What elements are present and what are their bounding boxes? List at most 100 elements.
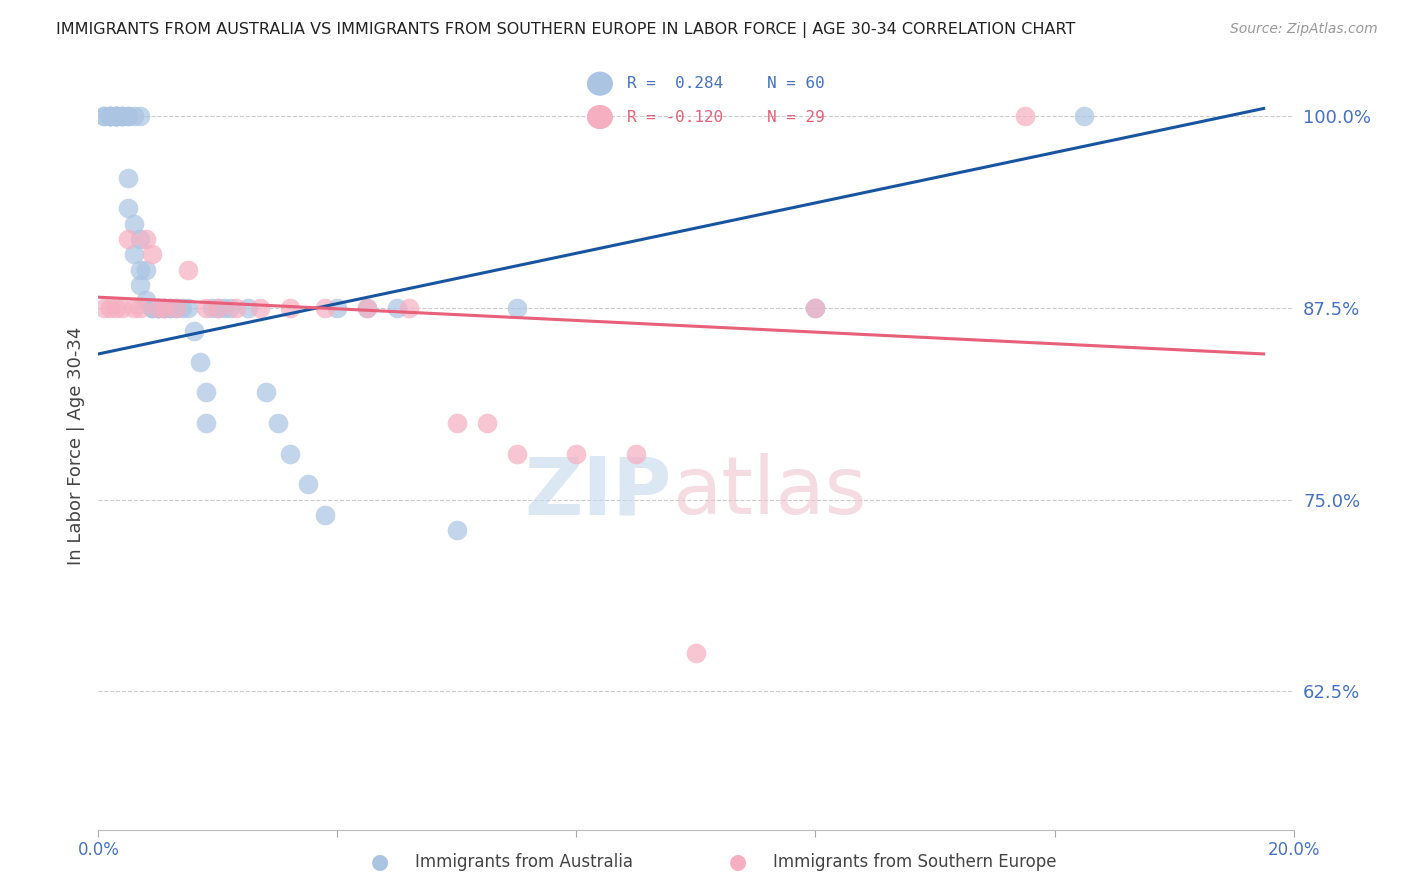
Point [315,508,337,522]
Point [236,301,259,315]
Point [195,385,218,400]
Text: Immigrants from Southern Europe: Immigrants from Southern Europe [773,853,1057,871]
Point [1073,109,1095,123]
Point [225,301,247,315]
Point [475,416,498,430]
Point [153,301,176,315]
Point [153,301,176,315]
Point [159,301,181,315]
Point [98,109,122,123]
Point [93,109,115,123]
Point [267,416,290,430]
Point [117,232,139,246]
Point [148,301,170,315]
Point [249,301,271,315]
Point [804,301,827,315]
Point [124,247,146,261]
Point [129,301,152,315]
Point [183,324,205,338]
Point [141,301,163,315]
Point [124,109,146,123]
Point [105,109,128,123]
Point [177,301,200,315]
Point [111,109,134,123]
Point [201,301,224,315]
Point [105,109,128,123]
Point [315,301,337,315]
Text: IMMIGRANTS FROM AUSTRALIA VS IMMIGRANTS FROM SOUTHERN EUROPE IN LABOR FORCE | AG: IMMIGRANTS FROM AUSTRALIA VS IMMIGRANTS … [56,22,1076,38]
Point [124,217,146,231]
Y-axis label: In Labor Force | Age 30-34: In Labor Force | Age 30-34 [66,326,84,566]
Text: ●: ● [371,852,388,871]
Point [93,109,115,123]
Point [188,354,211,368]
Text: N = 60: N = 60 [768,76,825,91]
Point [148,301,170,315]
Point [278,447,301,461]
Point [135,293,157,308]
Point [98,109,122,123]
Text: Source: ZipAtlas.com: Source: ZipAtlas.com [1230,22,1378,37]
Point [506,447,529,461]
Text: ●: ● [730,852,747,871]
Point [129,232,152,246]
Point [172,301,194,315]
Text: R =  0.284: R = 0.284 [627,76,724,91]
Point [105,109,128,123]
Point [1014,109,1036,123]
Point [356,301,378,315]
Point [105,109,128,123]
Point [195,416,218,430]
Text: R = -0.120: R = -0.120 [627,110,724,125]
Point [159,301,181,315]
Point [153,301,176,315]
Point [207,301,229,315]
Text: atlas: atlas [672,453,866,531]
Ellipse shape [588,105,612,128]
Text: ZIP: ZIP [524,453,672,531]
Point [297,477,319,491]
Point [135,262,157,277]
Point [98,109,122,123]
Point [207,301,229,315]
Point [129,109,152,123]
Point [129,262,152,277]
Point [105,109,128,123]
Point [135,232,157,246]
Point [93,301,115,315]
Point [111,109,134,123]
Point [98,109,122,123]
Point [195,301,218,315]
Point [278,301,301,315]
Point [117,170,139,185]
Point [117,109,139,123]
Point [326,301,349,315]
Point [385,301,409,315]
Point [105,301,128,315]
Point [117,201,139,215]
Point [356,301,378,315]
Point [565,447,588,461]
Point [626,447,648,461]
Point [212,301,235,315]
Text: N = 29: N = 29 [768,110,825,125]
Point [804,301,827,315]
Point [219,301,242,315]
Point [141,247,163,261]
Point [98,301,122,315]
Point [398,301,420,315]
Text: Immigrants from Australia: Immigrants from Australia [415,853,633,871]
Point [165,301,187,315]
Point [506,301,529,315]
Point [446,524,468,538]
Ellipse shape [588,72,612,95]
Point [111,301,134,315]
Point [685,646,707,660]
Point [141,301,163,315]
Point [117,109,139,123]
Point [129,277,152,292]
Point [446,416,468,430]
Point [148,301,170,315]
Point [254,385,277,400]
Point [177,262,200,277]
